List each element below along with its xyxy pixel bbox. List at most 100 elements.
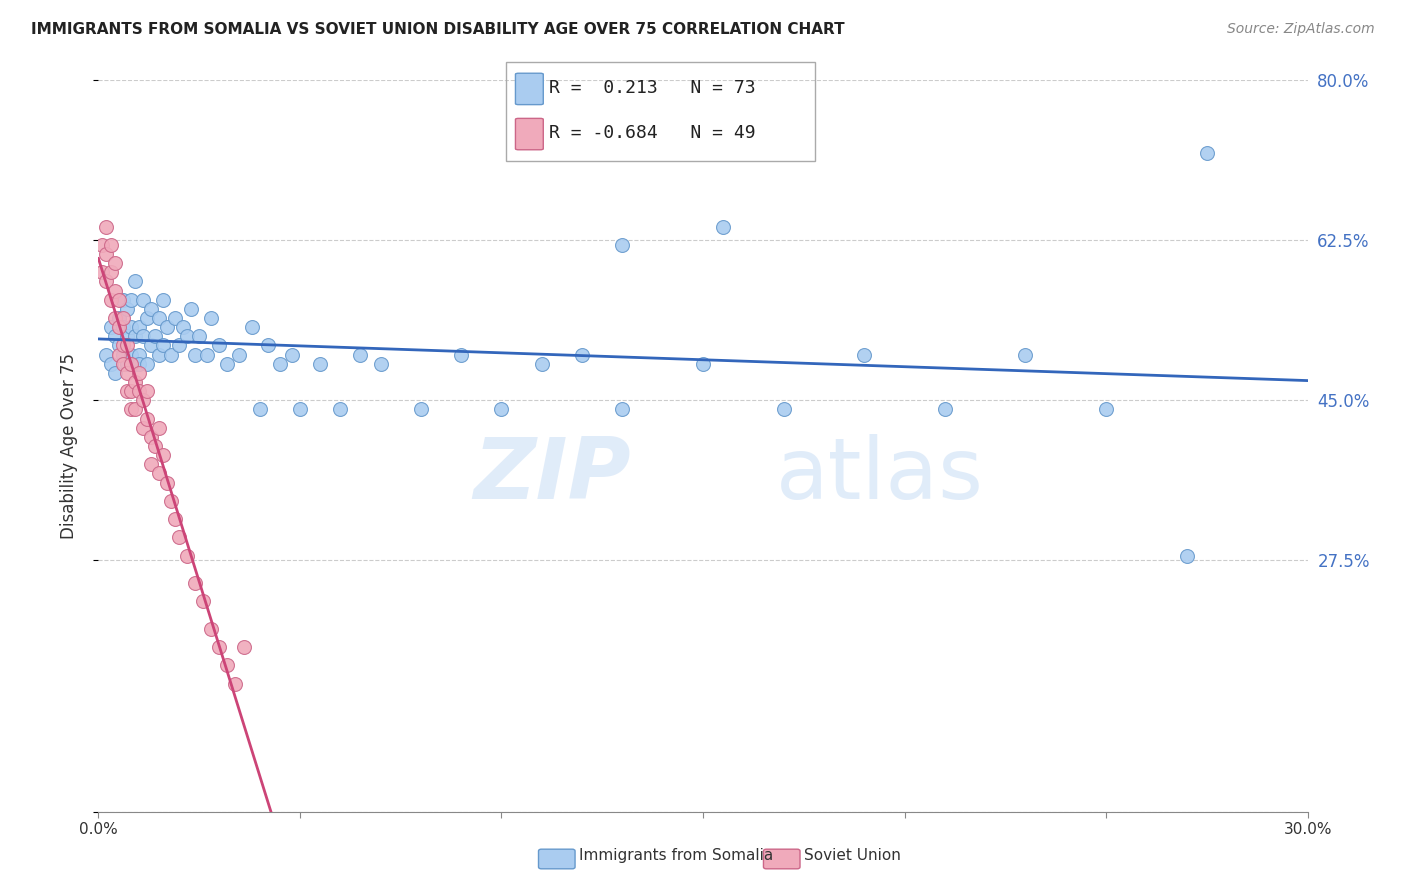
Point (163, 310, 186, 325)
Point (120, 402, 142, 417)
Point (160, 347, 183, 362)
Point (208, 338, 231, 352)
Point (128, 384, 150, 398)
Point (143, 439, 166, 453)
FancyBboxPatch shape (516, 119, 543, 150)
Point (269, 357, 291, 371)
Point (115, 384, 138, 398)
Point (96, 219, 118, 234)
Point (711, 219, 734, 234)
Point (195, 347, 218, 362)
Point (100, 357, 122, 371)
Point (91, 265, 114, 279)
Point (612, 238, 634, 252)
Point (200, 310, 222, 325)
Point (208, 640, 231, 655)
Point (96, 347, 118, 362)
Point (240, 320, 263, 334)
Point (111, 320, 134, 334)
Point (772, 402, 794, 417)
Point (115, 338, 138, 352)
Point (193, 594, 215, 608)
Point (853, 347, 876, 362)
Point (124, 402, 146, 417)
Point (107, 338, 129, 352)
Point (103, 329, 125, 343)
Point (103, 284, 125, 298)
Point (228, 347, 250, 362)
Point (124, 357, 146, 371)
Text: Immigrants from Somalia: Immigrants from Somalia (579, 847, 773, 863)
Point (120, 320, 142, 334)
Point (148, 421, 170, 435)
Point (180, 301, 202, 316)
Point (135, 310, 157, 325)
Point (450, 347, 472, 362)
Point (139, 430, 162, 444)
Point (107, 310, 129, 325)
Point (139, 457, 162, 471)
Point (107, 320, 129, 334)
Point (200, 622, 222, 636)
Text: Soviet Union: Soviet Union (804, 847, 901, 863)
Point (530, 357, 553, 371)
Y-axis label: Disability Age Over 75: Disability Age Over 75 (59, 353, 77, 539)
Point (96, 247, 118, 261)
Point (152, 338, 174, 352)
Point (249, 402, 271, 417)
FancyBboxPatch shape (516, 73, 543, 104)
Point (120, 384, 142, 398)
Point (115, 357, 138, 371)
Point (256, 338, 278, 352)
Point (1175, 549, 1198, 563)
Point (217, 357, 239, 371)
Point (120, 357, 142, 371)
Point (152, 293, 174, 307)
Point (100, 238, 122, 252)
Point (309, 357, 332, 371)
Point (148, 467, 170, 481)
Point (135, 384, 157, 398)
Point (143, 329, 166, 343)
Point (184, 576, 207, 591)
Point (132, 329, 155, 343)
Text: ZIP: ZIP (472, 434, 630, 516)
Point (370, 357, 392, 371)
Point (120, 293, 142, 307)
Point (148, 310, 170, 325)
Point (163, 512, 186, 526)
Point (128, 357, 150, 371)
Point (124, 329, 146, 343)
Point (115, 301, 138, 316)
Point (139, 338, 162, 352)
Point (115, 366, 138, 380)
Point (288, 402, 311, 417)
Point (349, 347, 371, 362)
Point (491, 402, 513, 417)
Point (111, 338, 134, 352)
Point (160, 494, 183, 508)
Point (176, 549, 198, 563)
Point (232, 640, 254, 655)
Point (124, 375, 146, 389)
Point (409, 402, 432, 417)
Point (934, 402, 956, 417)
Point (167, 530, 190, 544)
Point (128, 347, 150, 362)
Point (120, 347, 142, 362)
Point (184, 347, 207, 362)
Point (100, 293, 122, 307)
Point (107, 293, 129, 307)
Point (128, 366, 150, 380)
Point (100, 320, 122, 334)
Point (103, 310, 125, 325)
Point (132, 393, 155, 408)
Point (124, 275, 146, 289)
Point (111, 310, 134, 325)
Point (188, 329, 211, 343)
Point (135, 357, 157, 371)
Point (135, 411, 157, 425)
Point (128, 320, 150, 334)
Point (132, 293, 155, 307)
Point (107, 347, 129, 362)
